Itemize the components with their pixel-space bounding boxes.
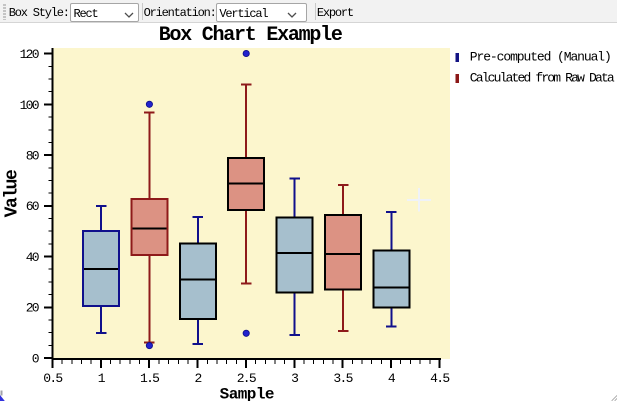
svg-text:2: 2: [194, 371, 201, 386]
svg-text:40: 40: [26, 250, 39, 265]
svg-text:4.5: 4.5: [430, 371, 449, 386]
svg-text:3.5: 3.5: [333, 371, 352, 386]
svg-text:Sample: Sample: [220, 386, 274, 401]
svg-text:4: 4: [388, 371, 396, 386]
svg-text:0: 0: [32, 351, 39, 366]
svg-text:60: 60: [26, 199, 39, 214]
svg-text:120: 120: [20, 47, 39, 62]
svg-text:0.5: 0.5: [43, 371, 62, 386]
svg-text:Value: Value: [3, 170, 23, 217]
svg-text:80: 80: [26, 149, 39, 164]
svg-text:20: 20: [26, 301, 39, 316]
svg-text:Pre-computed (Manual): Pre-computed (Manual): [470, 49, 611, 64]
svg-text:1.5: 1.5: [140, 371, 159, 386]
svg-text:2.5: 2.5: [237, 371, 256, 386]
svg-text:1: 1: [98, 371, 106, 386]
svg-text:3: 3: [291, 371, 298, 386]
svg-text:100: 100: [20, 98, 39, 113]
svg-text:Box Chart Example: Box Chart Example: [159, 24, 343, 47]
svg-text:Calculated from Raw Data: Calculated from Raw Data: [470, 71, 615, 86]
